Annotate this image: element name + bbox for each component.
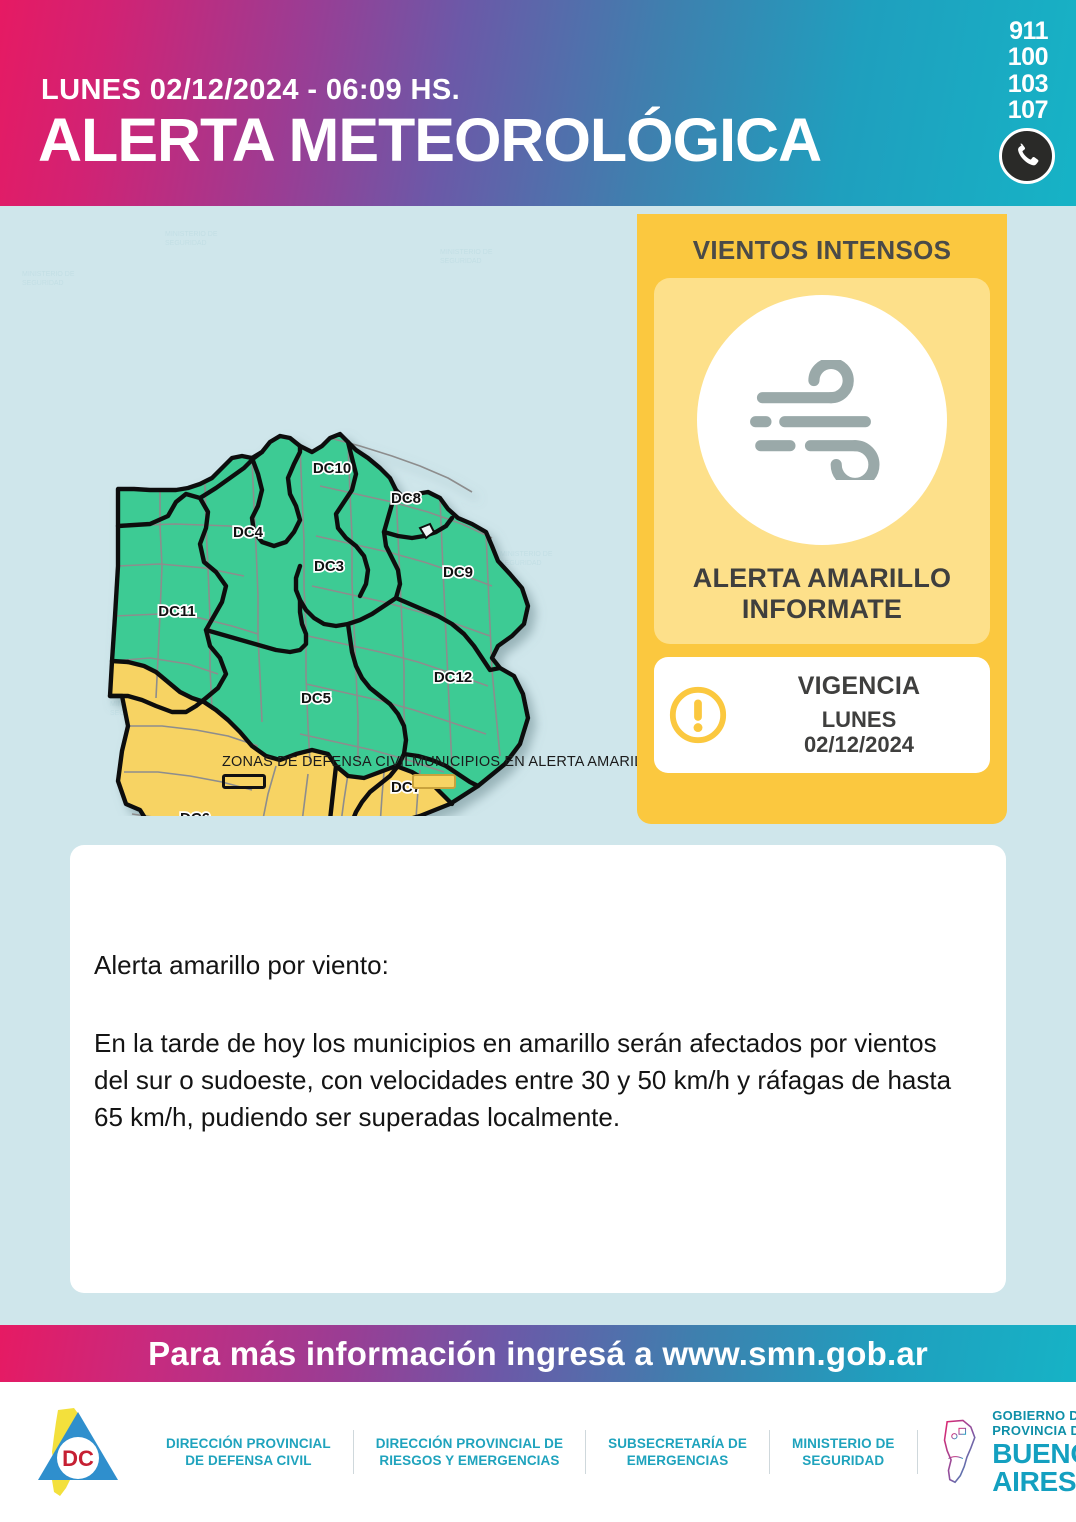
zone-label-dc7: DC7 — [389, 777, 422, 797]
alert-level: ALERTA AMARILLO INFORMATE — [664, 563, 980, 626]
footer-divider — [916, 1430, 918, 1474]
footer-entry-1-line2: RIESGOS Y EMERGENCIAS — [379, 1453, 560, 1468]
footer-entry-ministerio: MINISTERIO DE SEGURIDAD — [770, 1435, 917, 1470]
footer-divider — [352, 1430, 354, 1474]
gobierno-line1: GOBIERNO DE LA PROVINCIA DE — [992, 1408, 1076, 1438]
svg-text:SEGURIDAD: SEGURIDAD — [165, 240, 207, 247]
gobierno-logo: GOBIERNO DE LA PROVINCIA DE BUENOS AIRES — [934, 1400, 1076, 1504]
emergency-number-911: 911 — [1009, 17, 1048, 45]
emergency-number-107: 107 — [1007, 95, 1049, 124]
wind-icon — [697, 295, 947, 545]
svg-text:MINISTERIO DE: MINISTERIO DE — [22, 271, 75, 278]
map-region: MINISTERIO DE SEGURIDAD MINISTERIO DE SE… — [0, 206, 640, 816]
footer-entry-0-line2: DE DEFENSA CIVIL — [185, 1453, 312, 1468]
footer-entry-1-line1: DIRECCIÓN PROVINCIAL DE — [375, 1435, 564, 1451]
svg-text:DC11: DC11 — [158, 603, 196, 620]
footer-entry-3-line1: MINISTERIO DE — [791, 1435, 895, 1451]
alert-level-line1: ALERTA AMARILLO — [692, 563, 952, 593]
zone-labels: DC10 DC8 DC4 DC3 DC9 DC11 DC12 DC5 DC7 D… — [157, 458, 475, 816]
alert-panel-title: VIENTOS INTENSOS — [692, 235, 952, 265]
content-box: Alerta amarillo por viento: En la tarde … — [70, 845, 1006, 1293]
zone-label-dc11: DC11 — [157, 601, 198, 621]
buenos-aires-map: MINISTERIO DE SEGURIDAD MINISTERIO DE SE… — [22, 231, 553, 816]
svg-text:MINISTERIO DE: MINISTERIO DE — [440, 249, 493, 256]
zone-label-dc8: DC8 — [389, 488, 422, 508]
svg-text:SEGURIDAD: SEGURIDAD — [500, 560, 542, 567]
footer-entry-2-line2: EMERGENCIAS — [626, 1453, 729, 1468]
gobierno-line2: BUENOS AIRES — [992, 1438, 1076, 1497]
header-banner: LUNES 02/12/2024 - 06:09 HS. ALERTA METE… — [0, 0, 1076, 206]
provincia-buenos-aires-logo — [943, 1419, 976, 1484]
svg-text:DC6: DC6 — [180, 810, 210, 816]
alert-level-line2: INFORMATE — [741, 594, 903, 625]
emergency-number-100: 100 — [1007, 43, 1049, 72]
svg-text:DC4: DC4 — [233, 524, 264, 541]
footer-divider — [768, 1430, 770, 1474]
province-shape — [107, 431, 531, 816]
page-title: ALERTA METEOROLÓGICA — [38, 106, 822, 174]
zone-label-dc5: DC5 — [299, 688, 332, 708]
emergency-number-103: 103 — [1007, 69, 1049, 98]
zone-label-dc4: DC4 — [231, 522, 265, 542]
footer-entries: DIRECCIÓN PROVINCIAL DE DEFENSA CIVIL DI… — [144, 1430, 918, 1474]
zone-label-dc6: DC6 — [178, 808, 211, 816]
alert-panel: VIENTOS INTENSOS ALERTA AMARILLO INFORMA… — [637, 214, 1007, 824]
emergency-numbers: 911 100 103 107 — [1007, 17, 1049, 124]
content-heading: Alerta amarillo por viento: — [94, 950, 389, 980]
footer-entry-defensa-civil: DIRECCIÓN PROVINCIAL DE DEFENSA CIVIL — [144, 1435, 353, 1470]
svg-text:DC8: DC8 — [391, 490, 421, 507]
footer: DC DIRECCIÓN PROVINCIAL DE DEFENSA CIVIL… — [0, 1382, 1076, 1522]
vigencia-box: VIGENCIA LUNES 02/12/2024 — [654, 656, 990, 773]
vigencia-text: VIGENCIA LUNES 02/12/2024 — [742, 672, 990, 758]
municipality-borders — [111, 437, 501, 816]
defensa-civil-logo: DC — [22, 1396, 134, 1508]
vigencia-title: VIGENCIA — [797, 671, 921, 700]
header-date: LUNES 02/12/2024 - 06:09 HS. — [41, 74, 461, 106]
vigencia-day: LUNES — [821, 706, 897, 732]
svg-text:SEGURIDAD: SEGURIDAD — [22, 280, 64, 287]
phone-icon — [999, 128, 1055, 184]
more-info-text: Para más información ingresá a www.smn.g… — [148, 1334, 928, 1372]
footer-entry-0-line1: DIRECCIÓN PROVINCIAL — [166, 1435, 331, 1451]
content-body: En la tarde de hoy los municipios en ama… — [94, 1027, 952, 1132]
alert-card: ALERTA AMARILLO INFORMATE — [654, 278, 990, 644]
exclamation-circle-icon — [654, 684, 742, 746]
svg-text:DC9: DC9 — [443, 564, 473, 581]
svg-text:MINISTERIO DE: MINISTERIO DE — [500, 551, 553, 558]
footer-entry-3-line2: SEGURIDAD — [802, 1453, 885, 1468]
footer-divider — [585, 1430, 587, 1474]
vigencia-date: 02/12/2024 — [803, 732, 915, 758]
svg-text:DC5: DC5 — [301, 690, 331, 707]
zone-label-dc3: DC3 — [312, 556, 345, 576]
svg-text:DC10: DC10 — [313, 460, 351, 477]
footer-entry-2-line1: SUBSECRETARÍA DE — [608, 1435, 747, 1451]
svg-text:DC7: DC7 — [391, 779, 421, 796]
zone-label-dc9: DC9 — [441, 562, 474, 582]
svg-text:DC12: DC12 — [434, 669, 472, 686]
svg-text:DC3: DC3 — [314, 558, 344, 575]
footer-entry-riesgos: DIRECCIÓN PROVINCIAL DE RIESGOS Y EMERGE… — [354, 1435, 585, 1470]
footer-entry-subsecretaria: SUBSECRETARÍA DE EMERGENCIAS — [586, 1435, 769, 1470]
zone-label-dc10: DC10 — [311, 458, 353, 478]
map-notch — [418, 522, 436, 540]
zone-label-dc12: DC12 — [432, 667, 474, 687]
svg-text:MINISTERIO DE: MINISTERIO DE — [165, 231, 218, 238]
more-info-banner: Para más información ingresá a www.smn.g… — [0, 1325, 1076, 1382]
gobierno-text: GOBIERNO DE LA PROVINCIA DE BUENOS AIRES — [992, 1408, 1076, 1496]
svg-text:DC: DC — [62, 1446, 94, 1471]
svg-text:SEGURIDAD: SEGURIDAD — [440, 258, 482, 265]
